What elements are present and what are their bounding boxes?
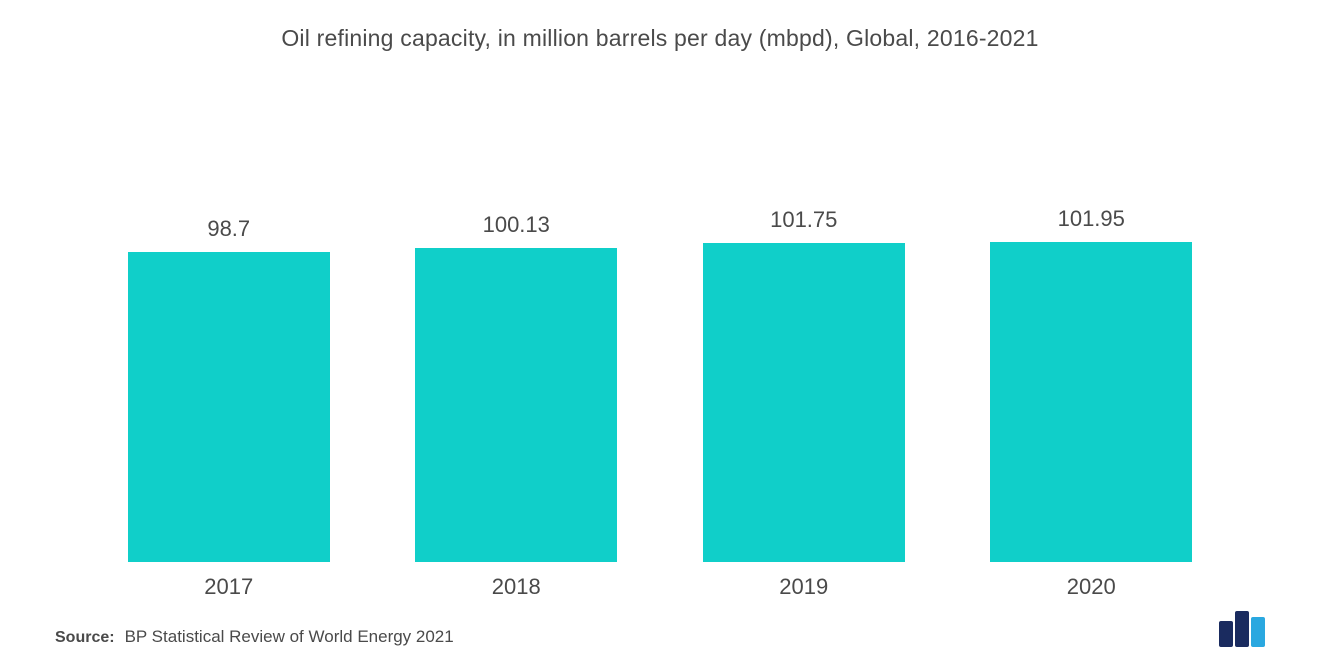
bar-group: 101.75 2019 [703, 207, 905, 600]
logo-square [1235, 611, 1249, 647]
bar-value-label: 101.75 [770, 207, 837, 233]
bar-category-label: 2019 [779, 574, 828, 600]
chart-title: Oil refining capacity, in million barrel… [55, 25, 1265, 52]
bar [415, 248, 617, 562]
bar-group: 100.13 2018 [415, 212, 617, 600]
source-label: Source: [55, 629, 115, 647]
logo-square [1251, 617, 1265, 647]
bar-value-label: 101.95 [1058, 206, 1125, 232]
bar-group: 101.95 2020 [990, 206, 1192, 600]
bar-category-label: 2020 [1067, 574, 1116, 600]
bar-value-label: 100.13 [483, 212, 550, 238]
logo-square [1219, 621, 1233, 647]
source-line: Source: BP Statistical Review of World E… [55, 627, 454, 647]
bar-category-label: 2017 [204, 574, 253, 600]
bar-category-label: 2018 [492, 574, 541, 600]
brand-logo [1219, 611, 1265, 647]
bar-value-label: 98.7 [207, 216, 250, 242]
bar [990, 242, 1192, 562]
bar [703, 243, 905, 562]
bar [128, 252, 330, 562]
chart-container: Oil refining capacity, in million barrel… [0, 0, 1320, 665]
plot-area: 98.7 2017 100.13 2018 101.75 2019 101.95 2020 [55, 52, 1265, 600]
bar-group: 98.7 2017 [128, 216, 330, 600]
source-text: BP Statistical Review of World Energy 20… [125, 627, 454, 647]
footer: Source: BP Statistical Review of World E… [55, 611, 1265, 647]
